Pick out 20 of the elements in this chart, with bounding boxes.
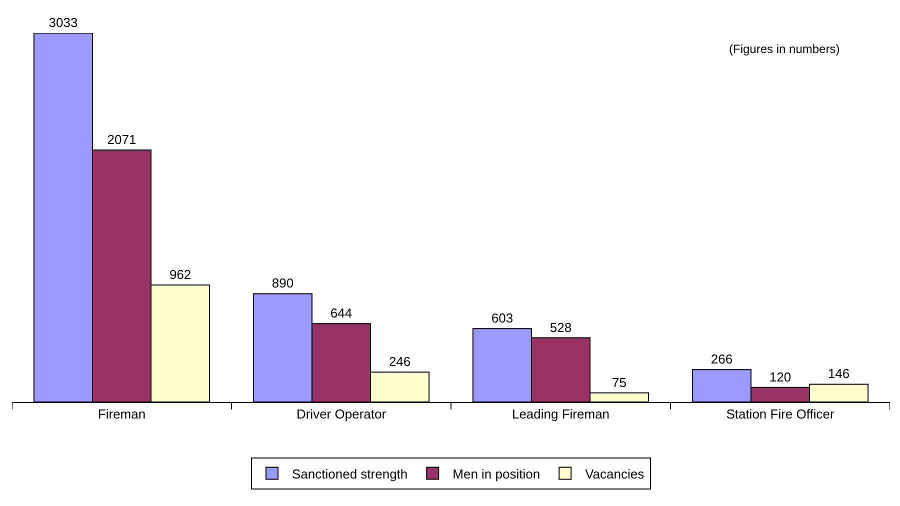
data-label: 266: [710, 352, 733, 367]
data-label: 644: [330, 306, 352, 321]
data-label: 146: [828, 366, 850, 382]
x-tick-label: Driver Operator: [296, 406, 387, 422]
data-label: 120: [769, 369, 792, 384]
data-label: 603: [491, 310, 514, 326]
x-tick-label: Station Fire Officer: [726, 406, 835, 422]
x-tick-label: Leading Fireman: [512, 406, 610, 422]
legend-label: Sanctioned strength: [292, 466, 408, 482]
legend-label: Men in position: [452, 466, 540, 482]
data-label: 75: [612, 374, 627, 390]
legend-label: Vacancies: [585, 466, 645, 482]
data-label: 962: [169, 266, 192, 282]
data-label: 890: [272, 276, 294, 291]
data-label: 3033: [48, 15, 78, 30]
annotation: (Figures in numbers): [729, 42, 840, 56]
data-label: 246: [388, 354, 411, 370]
data-label: 2071: [107, 132, 136, 148]
data-label: 528: [550, 320, 572, 335]
x-tick-label: Fireman: [98, 406, 146, 422]
